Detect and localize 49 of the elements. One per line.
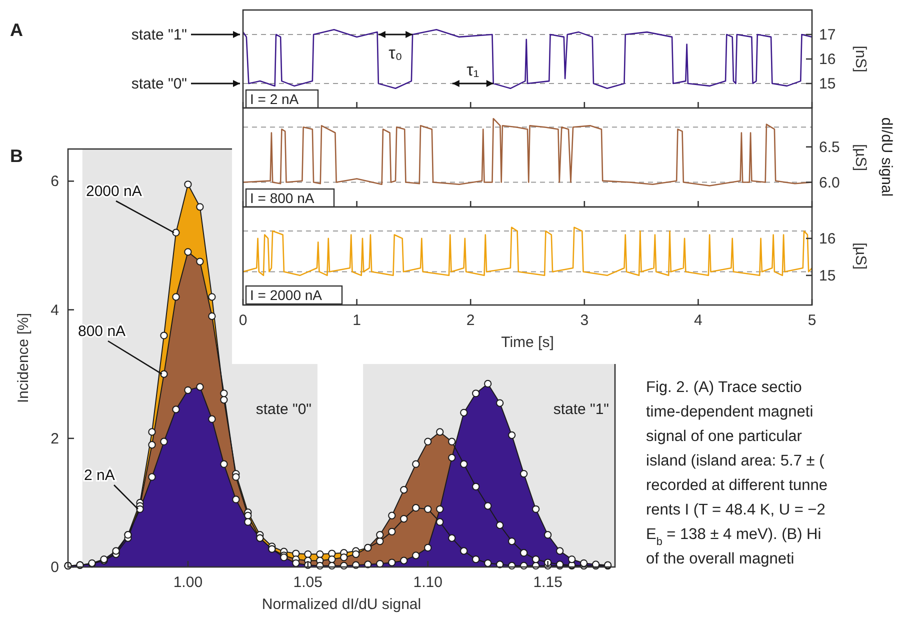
x-tick-label: 1.00 xyxy=(173,574,203,591)
x-axis-title: Time [s] xyxy=(501,334,554,351)
y-axis-title: Incidence [%] xyxy=(15,312,32,404)
annotation: state "1" xyxy=(131,26,187,44)
annotation: state "0" xyxy=(131,76,187,92)
y-tick-label: 6.0 xyxy=(819,174,840,192)
x-tick-label: 0 xyxy=(238,312,248,329)
y-tick-label: 6 xyxy=(50,173,59,190)
x-tick-label: 3 xyxy=(580,312,589,329)
y-tick-label: 16 xyxy=(819,51,836,68)
x-tick-label: 1 xyxy=(352,312,361,329)
y-tick-label: 16 xyxy=(819,230,836,248)
y-tick-label: 2 xyxy=(50,430,59,448)
text: E$_{b}$ = 138 ± 4 meV). (B) Hi xyxy=(646,526,822,548)
text: of the overall magneti xyxy=(646,550,794,568)
annotation: I = 2000 nA xyxy=(250,287,323,303)
annotation: I = 800 nA xyxy=(250,190,315,206)
text: A xyxy=(10,20,23,40)
text: dI/dU signal xyxy=(878,117,895,197)
band-label: state "0" xyxy=(256,401,312,418)
y-axis-title: [nS] xyxy=(852,46,869,72)
y-tick-label: 17 xyxy=(819,26,836,44)
text: time-dependent magneti xyxy=(646,404,814,420)
text: signal of one particular xyxy=(646,428,802,445)
x-tick-label: 1.10 xyxy=(413,574,442,591)
text: recorded at different tunne xyxy=(646,477,828,494)
y-axis-title: [µS] xyxy=(852,144,869,171)
annotation: I = 2 nA xyxy=(250,91,300,107)
y-tick-label: 15 xyxy=(819,267,836,284)
text: 800 nA xyxy=(78,323,126,340)
x-tick-label: 4 xyxy=(694,312,702,329)
text: 2000 nA xyxy=(86,183,142,200)
text: 2 nA xyxy=(84,467,115,484)
text: B xyxy=(10,146,23,166)
caption: Fig. 2. (A) Trace sectio xyxy=(646,379,802,396)
text: island (island area: 5.7 ± ( xyxy=(646,452,826,470)
annotation: τ₁ xyxy=(466,60,480,80)
x-axis-title: Normalized dI/dU signal xyxy=(262,596,422,613)
y-tick-label: 0 xyxy=(50,559,59,576)
y-axis-title: [µS] xyxy=(852,242,869,270)
y-tick-label: 6.5 xyxy=(819,138,840,156)
annotation: τ₀ xyxy=(388,44,402,62)
x-tick-label: 2 xyxy=(466,312,475,329)
y-tick-label: 15 xyxy=(819,76,836,92)
band-label: state "1" xyxy=(553,401,609,418)
x-tick-label: 1.15 xyxy=(533,574,562,591)
x-tick-label: 5 xyxy=(808,312,816,329)
text: rents I (T = 48.4 K, U = −2 xyxy=(646,502,826,518)
x-tick-label: 1.05 xyxy=(293,574,323,591)
